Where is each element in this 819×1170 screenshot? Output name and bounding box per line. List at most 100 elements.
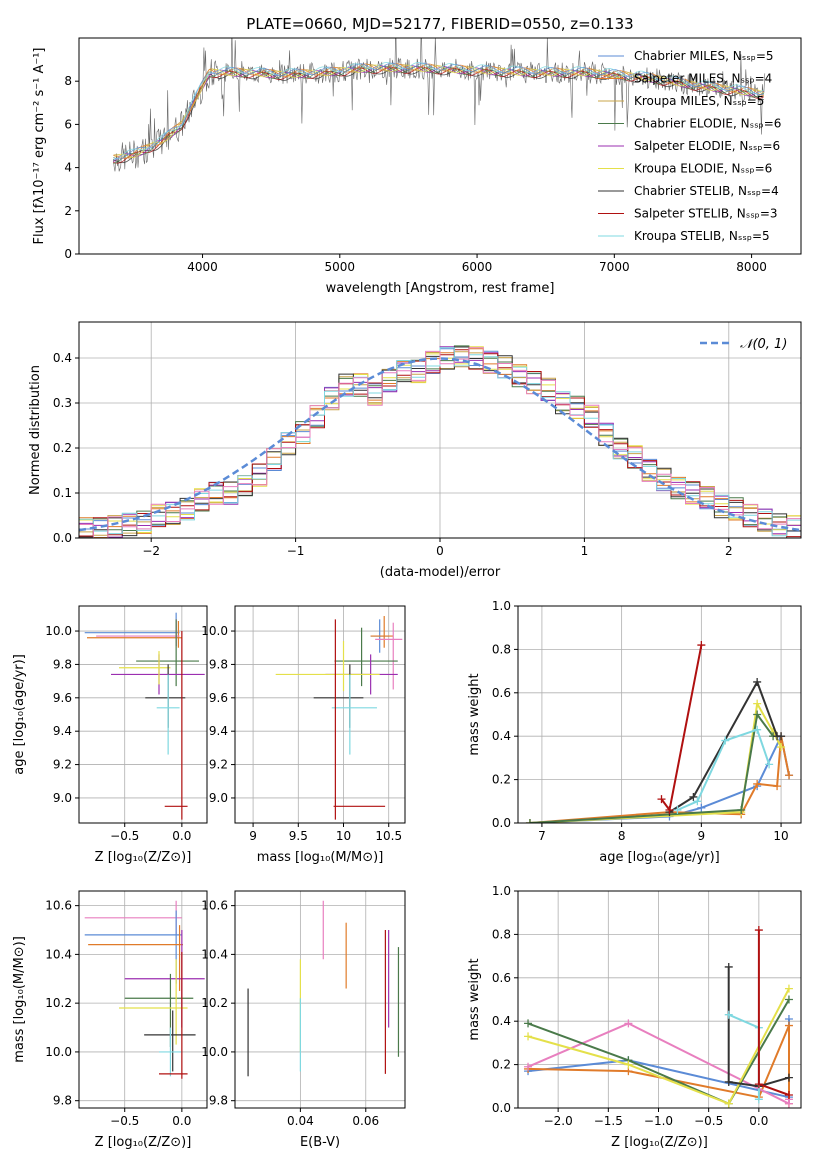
y-tick-label: 0.1	[53, 486, 72, 500]
series-point	[773, 782, 782, 791]
y-tick-label: 0.4	[53, 351, 72, 365]
x-tick-label: 8	[618, 829, 626, 843]
x-tick-label: 4000	[187, 260, 218, 274]
y-tick-label: 0.6	[492, 686, 511, 700]
x-tick-label: 5000	[325, 260, 356, 274]
y-tick-label: 0.3	[53, 396, 72, 410]
series-line	[757, 930, 790, 1096]
x-tick-label: 0	[436, 544, 444, 558]
y-tick-label: 6	[64, 117, 72, 131]
x-tick-label: −1.5	[594, 1114, 623, 1128]
series-point	[784, 1021, 793, 1030]
series-point	[624, 1060, 633, 1069]
x-axis-label: age [log₁₀(age/yr)]	[599, 850, 720, 865]
y-axis-label: mass weight	[467, 958, 482, 1040]
x-tick-label: 10.5	[375, 829, 402, 843]
x-tick-label: 0.04	[287, 1114, 314, 1128]
series-point	[657, 795, 666, 804]
y-tick-label: 1.0	[492, 884, 511, 898]
y-axis-label: mass [log₁₀(M/M⊙)]	[12, 936, 27, 1063]
series-point	[753, 710, 762, 719]
data-point	[84, 910, 182, 984]
legend-label: Salpeter ELODIE, Nₛₛₚ=6	[634, 139, 780, 153]
y-tick-label: 9.2	[209, 758, 228, 772]
x-axis-label: wavelength [Angstrom, rest frame]	[326, 281, 555, 296]
x-tick-label: −2.0	[544, 1114, 573, 1128]
x-axis-label: E(B-V)	[300, 1135, 340, 1150]
x-axis-label: (data-model)/error	[380, 565, 501, 580]
x-tick-label: 10	[336, 829, 351, 843]
y-tick-label: 10.0	[45, 624, 72, 638]
x-tick-label: 2	[725, 544, 733, 558]
data-point	[334, 627, 398, 687]
x-axis-label: Z [log₁₀(Z/Z⊙)]	[611, 1135, 708, 1150]
y-tick-label: 0.0	[492, 816, 511, 830]
series-point	[737, 805, 746, 814]
x-tick-label: 7000	[599, 260, 630, 274]
series-point	[724, 1099, 733, 1108]
series-point	[665, 805, 674, 814]
data-point	[370, 616, 394, 648]
observed-spectrum	[113, 38, 766, 172]
plot-area	[525, 641, 794, 823]
y-tick-label: 10.0	[201, 1045, 228, 1059]
x-tick-label: 9	[249, 829, 257, 843]
y-tick-label: 9.8	[209, 1094, 228, 1108]
series-point	[697, 641, 706, 650]
x-axis-label: mass [log₁₀(M/M⊙)]	[257, 850, 384, 865]
series-point	[753, 779, 762, 788]
y-tick-label: 9.4	[53, 724, 72, 738]
axes-weight_vs_age: 7 8 9 10 0.0 0.2 0.4 0.6 0.8 1.0 age [log₁₀(age/yr…	[467, 599, 802, 865]
series-point	[524, 1062, 533, 1071]
series-point	[785, 771, 794, 780]
y-tick-label: 9.8	[53, 1094, 72, 1108]
plot-area	[84, 900, 205, 1079]
data-point	[119, 959, 188, 1045]
y-tick-label: 9.0	[209, 791, 228, 805]
x-tick-label: 1	[581, 544, 589, 558]
series-point	[753, 677, 762, 686]
x-tick-label: 9.5	[289, 829, 308, 843]
series-point	[753, 725, 762, 734]
legend-label: Chabrier MILES, Nₛₛₚ=5	[634, 49, 774, 63]
legend-label: Chabrier STELIB, Nₛₛₚ=4	[634, 184, 779, 198]
legend-label: Kroupa STELIB, Nₛₛₚ=5	[634, 229, 770, 243]
x-tick-label: 6000	[462, 260, 493, 274]
axes-frame	[78, 37, 802, 255]
y-tick-label: 0.8	[492, 927, 511, 941]
data-point	[159, 951, 188, 1079]
x-tick-label: 9	[698, 829, 706, 843]
axes-frame	[234, 605, 406, 824]
y-tick-label: 10.6	[201, 899, 228, 913]
plot-area	[275, 616, 403, 820]
series-point	[754, 1095, 763, 1104]
y-tick-label: 0.4	[492, 1014, 511, 1028]
y-tick-label: 10.4	[201, 947, 228, 961]
y-axis-label: Flux [fλ10⁻¹⁷ erg cm⁻² s⁻¹ A⁻¹]	[32, 48, 47, 245]
y-axis-label: Normed distribution	[28, 365, 43, 495]
series-point	[724, 962, 733, 971]
series-point	[689, 792, 698, 801]
x-tick-label: 7	[538, 829, 546, 843]
axes-frame	[234, 890, 406, 1109]
y-tick-label: 10.0	[201, 624, 228, 638]
y-tick-label: 0	[64, 247, 72, 261]
model-salpeter_elodie	[113, 65, 764, 163]
x-axis-label: Z [log₁₀(Z/Z⊙)]	[95, 1135, 192, 1150]
y-tick-label: 10.4	[45, 947, 72, 961]
y-tick-label: 0.0	[492, 1101, 511, 1115]
y-tick-label: 9.6	[209, 691, 228, 705]
y-tick-label: 10.0	[45, 1045, 72, 1059]
axes-frame	[78, 890, 208, 1109]
model-kroupa_elodie	[113, 64, 765, 159]
x-tick-label: −1.0	[644, 1114, 673, 1128]
axes-weight_vs_Z: −2.0 −1.5 −1.0 −0.5 0.0 0.0 0.2 0.4 0.6 0.8 1.0 Z […	[467, 884, 802, 1150]
legend-label: Kroupa MILES, Nₛₛₚ=5	[634, 94, 764, 108]
y-tick-label: 0.4	[492, 729, 511, 743]
series-point	[525, 819, 534, 823]
series-point	[784, 995, 793, 1004]
x-tick-label: −2	[142, 544, 160, 558]
x-tick-label: 0.0	[172, 829, 191, 843]
histogram-pink	[79, 347, 801, 538]
series-point	[777, 743, 786, 752]
